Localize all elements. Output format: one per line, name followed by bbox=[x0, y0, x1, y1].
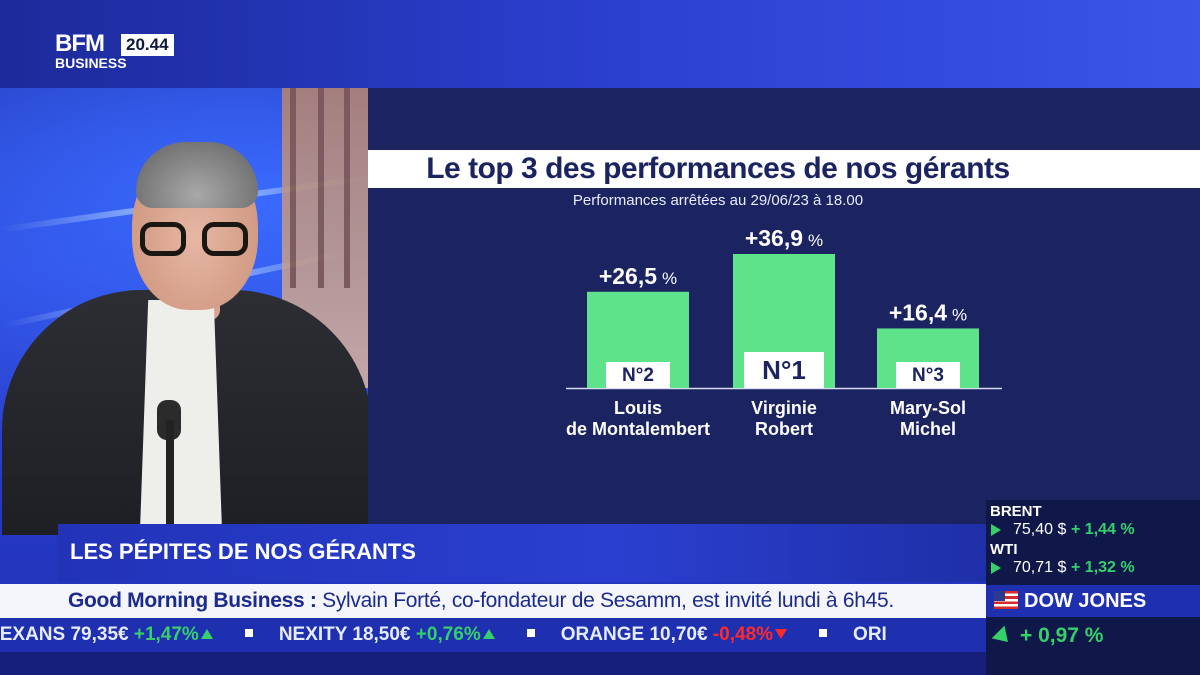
studio-top-band bbox=[0, 0, 1200, 88]
microphone-stand bbox=[166, 420, 174, 530]
channel-logo: BFM BUSINESS 20.44 bbox=[55, 30, 174, 71]
headline-ticker bbox=[0, 584, 986, 618]
headline-text: Good Morning Business : Sylvain Forté, c… bbox=[68, 584, 894, 618]
rank-label: N°2 bbox=[622, 365, 654, 386]
dow-jones-label: DOW JONES bbox=[1024, 590, 1147, 612]
rank-box bbox=[606, 362, 670, 388]
bottom-strip bbox=[0, 652, 986, 675]
chart-subtitle: Performances arrêtées au 29/06/23 à 18.0… bbox=[572, 192, 864, 209]
topic-band bbox=[58, 524, 986, 582]
ticker-name: ORI bbox=[853, 624, 887, 645]
ticker-name: NEXITY 18,50€ bbox=[278, 624, 411, 645]
wti-up-icon bbox=[991, 562, 1001, 574]
logo-bfm: BFM bbox=[55, 30, 105, 57]
rank-box bbox=[744, 352, 824, 388]
presenter-hair bbox=[136, 142, 258, 208]
ticker-change: -0,48% bbox=[707, 624, 774, 645]
ticker-name: NEXANS 79,35€ bbox=[0, 624, 129, 645]
us-flag-icon bbox=[994, 591, 1018, 609]
presenter-shirt bbox=[140, 300, 222, 530]
up-arrow-icon bbox=[482, 628, 495, 639]
brent-price: 75,40 $ bbox=[1013, 521, 1067, 538]
ticker-item: ORI bbox=[853, 624, 887, 645]
ticker-item: ORANGE 10,70€ -0,48% bbox=[561, 624, 853, 645]
data-label: +26,5% bbox=[599, 263, 677, 289]
ticker-name: ORANGE 10,70€ bbox=[560, 624, 708, 645]
wti-change: + 1,32 % bbox=[1071, 559, 1135, 576]
ticker-item: NEXITY 18,50€ +0,76% bbox=[279, 624, 561, 645]
logo-business: BUSINESS bbox=[55, 55, 127, 71]
ticker-separator bbox=[244, 629, 253, 638]
bar-chart: N°2 +26,5 % Louis de Montalembert N°1 +36,9 % Vi… bbox=[566, 225, 1002, 439]
segment-title: LES PÉPITES DE NOS GÉRANTS bbox=[70, 539, 416, 564]
glasses-icon bbox=[140, 222, 254, 262]
ticker-change: +0,76% bbox=[410, 624, 481, 645]
category-label: Mary-Sol Michel bbox=[890, 398, 966, 439]
rank-label: N°3 bbox=[912, 365, 944, 386]
dow-jones-change: + 0,97 % bbox=[1020, 624, 1104, 647]
ticker-change: +1,47% bbox=[128, 624, 199, 645]
title-bar bbox=[368, 150, 1200, 188]
wti-label: WTI bbox=[990, 541, 1018, 558]
down-arrow-icon bbox=[775, 628, 788, 639]
data-label: +36,9% bbox=[745, 225, 823, 251]
ticker-item: NEXANS 79,35€ +1,47% bbox=[0, 624, 279, 645]
rank-label: N°1 bbox=[762, 355, 806, 385]
ticker-separator bbox=[819, 629, 828, 638]
ticker-separator bbox=[526, 629, 535, 638]
wti-price: 70,71 $ bbox=[1013, 559, 1067, 576]
up-arrow-icon bbox=[200, 628, 213, 639]
data-label: +16,4% bbox=[889, 299, 967, 325]
category-label: Virginie Robert bbox=[751, 398, 817, 439]
chart-title: Le top 3 des performances de nos gérants bbox=[426, 152, 1010, 185]
brent-label: BRENT bbox=[990, 503, 1042, 520]
clock: 20.44 bbox=[121, 34, 174, 56]
brent-change: + 1,44 % bbox=[1071, 521, 1135, 538]
show-name: Good Morning Business : bbox=[68, 589, 317, 612]
rank-box bbox=[896, 362, 960, 388]
stock-ticker: NEXANS 79,35€ +1,47% NEXITY 18,50€ +0,76%… bbox=[0, 618, 986, 652]
brent-up-icon bbox=[991, 524, 1001, 536]
category-label: Louis de Montalembert bbox=[566, 398, 710, 439]
dow-jones-row bbox=[986, 585, 1200, 617]
headline-body: Sylvain Forté, co-fondateur de Sesamm, e… bbox=[316, 589, 894, 612]
